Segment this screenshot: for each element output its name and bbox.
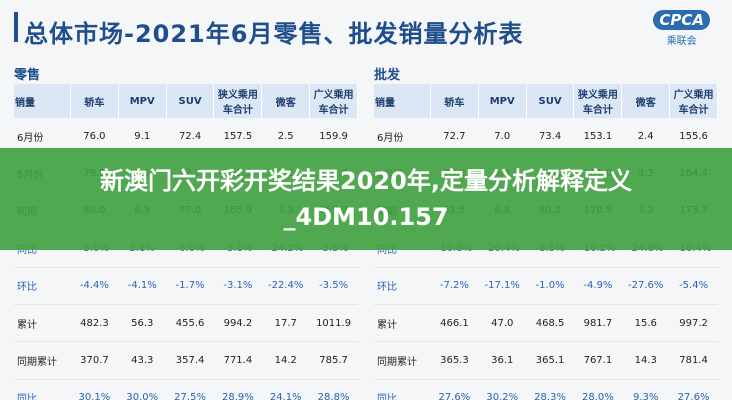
title-accent bbox=[14, 12, 18, 42]
cell: 28.9% bbox=[213, 379, 262, 400]
cell: 47.0 bbox=[478, 304, 527, 343]
cell: -1.7% bbox=[166, 267, 214, 305]
cell: -5.4% bbox=[669, 267, 718, 305]
table-label: 零售 bbox=[14, 68, 41, 83]
cell: 14.2 bbox=[261, 341, 310, 380]
column-header: MPV bbox=[478, 84, 527, 118]
cell: 28.3% bbox=[526, 379, 574, 400]
cell: 370.7 bbox=[70, 341, 119, 380]
row-label: 环比 bbox=[14, 267, 71, 305]
table-row: 环比 -4.4% -4.1% -1.7% -3.1% -22.4% -3.5% bbox=[14, 267, 358, 305]
cell: -4.4% bbox=[70, 267, 119, 305]
cell: -17.1% bbox=[478, 267, 527, 305]
cell: 468.5 bbox=[526, 304, 574, 343]
logo-text: CPCA bbox=[653, 10, 710, 30]
column-header: 广义乘用车合计 bbox=[669, 84, 718, 118]
cell: 43.3 bbox=[118, 341, 167, 380]
banner: 新澳门六开彩开奖结果2020年,定量分析解释定义_4DM10.157 bbox=[0, 148, 732, 250]
cell: -22.4% bbox=[261, 267, 310, 305]
cell: -3.5% bbox=[309, 267, 358, 305]
row-label: 同期累计 bbox=[14, 341, 71, 380]
cell: 997.2 bbox=[669, 304, 718, 343]
cell: 9.3% bbox=[621, 379, 670, 400]
column-header: 轿车 bbox=[70, 84, 119, 118]
cell: 771.4 bbox=[213, 341, 262, 380]
logo-subtext: 乘联会 bbox=[666, 36, 697, 47]
row-label: 累计 bbox=[14, 304, 71, 343]
column-header: 微客 bbox=[261, 84, 311, 118]
column-header: 广义乘用车合计 bbox=[309, 84, 358, 118]
cell: 785.7 bbox=[309, 341, 358, 380]
cell: 781.4 bbox=[669, 341, 718, 380]
column-header: SUV bbox=[166, 84, 215, 118]
cell: 24.1% bbox=[261, 379, 310, 400]
column-header: 狭义乘用车合计 bbox=[213, 84, 263, 118]
cell: -7.2% bbox=[430, 267, 479, 305]
table-row: 累计 482.3 56.3 455.6 994.2 17.7 1011.9 bbox=[14, 304, 358, 343]
header-row: 销量 轿车 MPV SUV 狭义乘用车合计 微客 广义乘用车合计 bbox=[374, 84, 718, 118]
cell: 15.6 bbox=[621, 304, 670, 343]
cell: 27.6% bbox=[430, 379, 479, 400]
cell: 357.4 bbox=[166, 341, 214, 380]
column-header: 销量 bbox=[374, 84, 431, 118]
row-label: 同期累计 bbox=[374, 341, 431, 380]
table-row: 同比 27.6% 30.2% 28.3% 28.0% 9.3% 27.6% bbox=[374, 379, 718, 400]
cell: 981.7 bbox=[573, 304, 622, 343]
banner-text: 新澳门六开彩开奖结果2020年,定量分析解释定义_4DM10.157 bbox=[100, 167, 632, 231]
cell: -1.0% bbox=[526, 267, 574, 305]
table-row: 同期累计 365.3 36.1 365.1 767.1 14.3 781.4 bbox=[374, 341, 718, 380]
row-label: 累计 bbox=[374, 304, 431, 343]
cell: 482.3 bbox=[70, 304, 119, 343]
cell: 28.8% bbox=[309, 379, 358, 400]
cell: -4.9% bbox=[573, 267, 622, 305]
cell: 30.1% bbox=[70, 379, 119, 400]
row-label: 同比 bbox=[14, 379, 71, 400]
cell: 365.1 bbox=[526, 341, 574, 380]
cell: 27.6% bbox=[669, 379, 718, 400]
table-row: 累计 466.1 47.0 468.5 981.7 15.6 997.2 bbox=[374, 304, 718, 343]
cell: 36.1 bbox=[478, 341, 527, 380]
cell: 1011.9 bbox=[309, 304, 358, 343]
column-header: 狭义乘用车合计 bbox=[573, 84, 623, 118]
table-row: 同比 30.1% 30.0% 27.5% 28.9% 24.1% 28.8% bbox=[14, 379, 358, 400]
row-label: 环比 bbox=[374, 267, 431, 305]
cell: 994.2 bbox=[213, 304, 262, 343]
cell: 767.1 bbox=[573, 341, 622, 380]
cell: 455.6 bbox=[166, 304, 214, 343]
cell: -27.6% bbox=[621, 267, 670, 305]
cell: 14.3 bbox=[621, 341, 670, 380]
cell: 56.3 bbox=[118, 304, 167, 343]
table-row: 环比 -7.2% -17.1% -1.0% -4.9% -27.6% -5.4% bbox=[374, 267, 718, 305]
logo: CPCA 乘联会 bbox=[653, 10, 710, 47]
column-header: SUV bbox=[526, 84, 575, 118]
table-label: 批发 bbox=[374, 68, 401, 83]
cell: 28.0% bbox=[573, 379, 622, 400]
column-header: 微客 bbox=[621, 84, 671, 118]
column-header: MPV bbox=[118, 84, 167, 118]
cell: 365.3 bbox=[430, 341, 479, 380]
cell: 17.7 bbox=[261, 304, 310, 343]
table-row: 同期累计 370.7 43.3 357.4 771.4 14.2 785.7 bbox=[14, 341, 358, 380]
cell: 466.1 bbox=[430, 304, 479, 343]
cell: 27.5% bbox=[166, 379, 214, 400]
column-header: 轿车 bbox=[430, 84, 479, 118]
cell: -3.1% bbox=[213, 267, 262, 305]
row-label: 同比 bbox=[374, 379, 431, 400]
cell: 30.2% bbox=[478, 379, 527, 400]
cell: -4.1% bbox=[118, 267, 167, 305]
column-header: 销量 bbox=[14, 84, 71, 118]
page-title: 总体市场-2021年6月零售、批发销量分析表 bbox=[24, 20, 524, 48]
cell: 30.0% bbox=[118, 379, 167, 400]
header-row: 销量 轿车 MPV SUV 狭义乘用车合计 微客 广义乘用车合计 bbox=[14, 84, 358, 118]
